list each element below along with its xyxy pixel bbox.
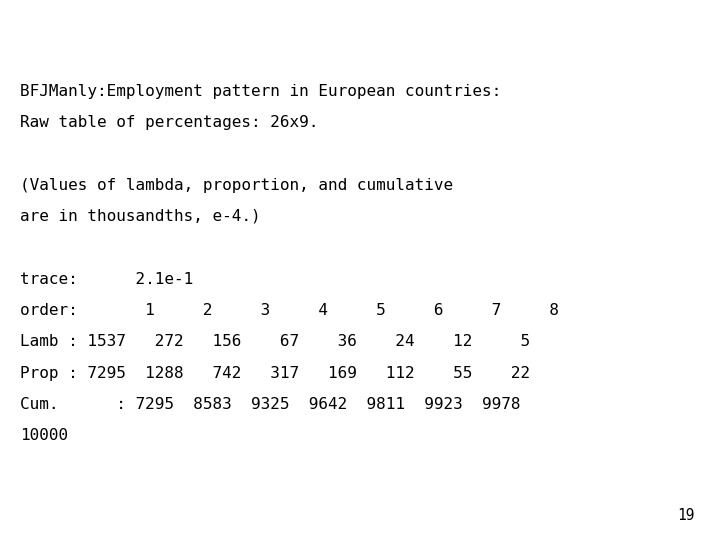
Text: Cum.      : 7295  8583  9325  9642  9811  9923  9978: Cum. : 7295 8583 9325 9642 9811 9923 997…	[20, 397, 521, 412]
Text: trace:      2.1e-1: trace: 2.1e-1	[20, 272, 194, 287]
Text: (Values of lambda, proportion, and cumulative: (Values of lambda, proportion, and cumul…	[20, 178, 454, 193]
Text: 10000: 10000	[20, 428, 68, 443]
Text: are in thousandths, e-4.): are in thousandths, e-4.)	[20, 209, 261, 224]
Text: Prop : 7295  1288   742   317   169   112    55    22: Prop : 7295 1288 742 317 169 112 55 22	[20, 366, 531, 381]
Text: BFJManly:Employment pattern in European countries:: BFJManly:Employment pattern in European …	[20, 84, 501, 99]
Text: Lamb : 1537   272   156    67    36    24    12     5: Lamb : 1537 272 156 67 36 24 12 5	[20, 334, 531, 349]
Text: Raw table of percentages: 26x9.: Raw table of percentages: 26x9.	[20, 115, 318, 130]
Text: order:       1     2     3     4     5     6     7     8: order: 1 2 3 4 5 6 7 8	[20, 303, 559, 318]
Text: 19: 19	[678, 508, 695, 523]
